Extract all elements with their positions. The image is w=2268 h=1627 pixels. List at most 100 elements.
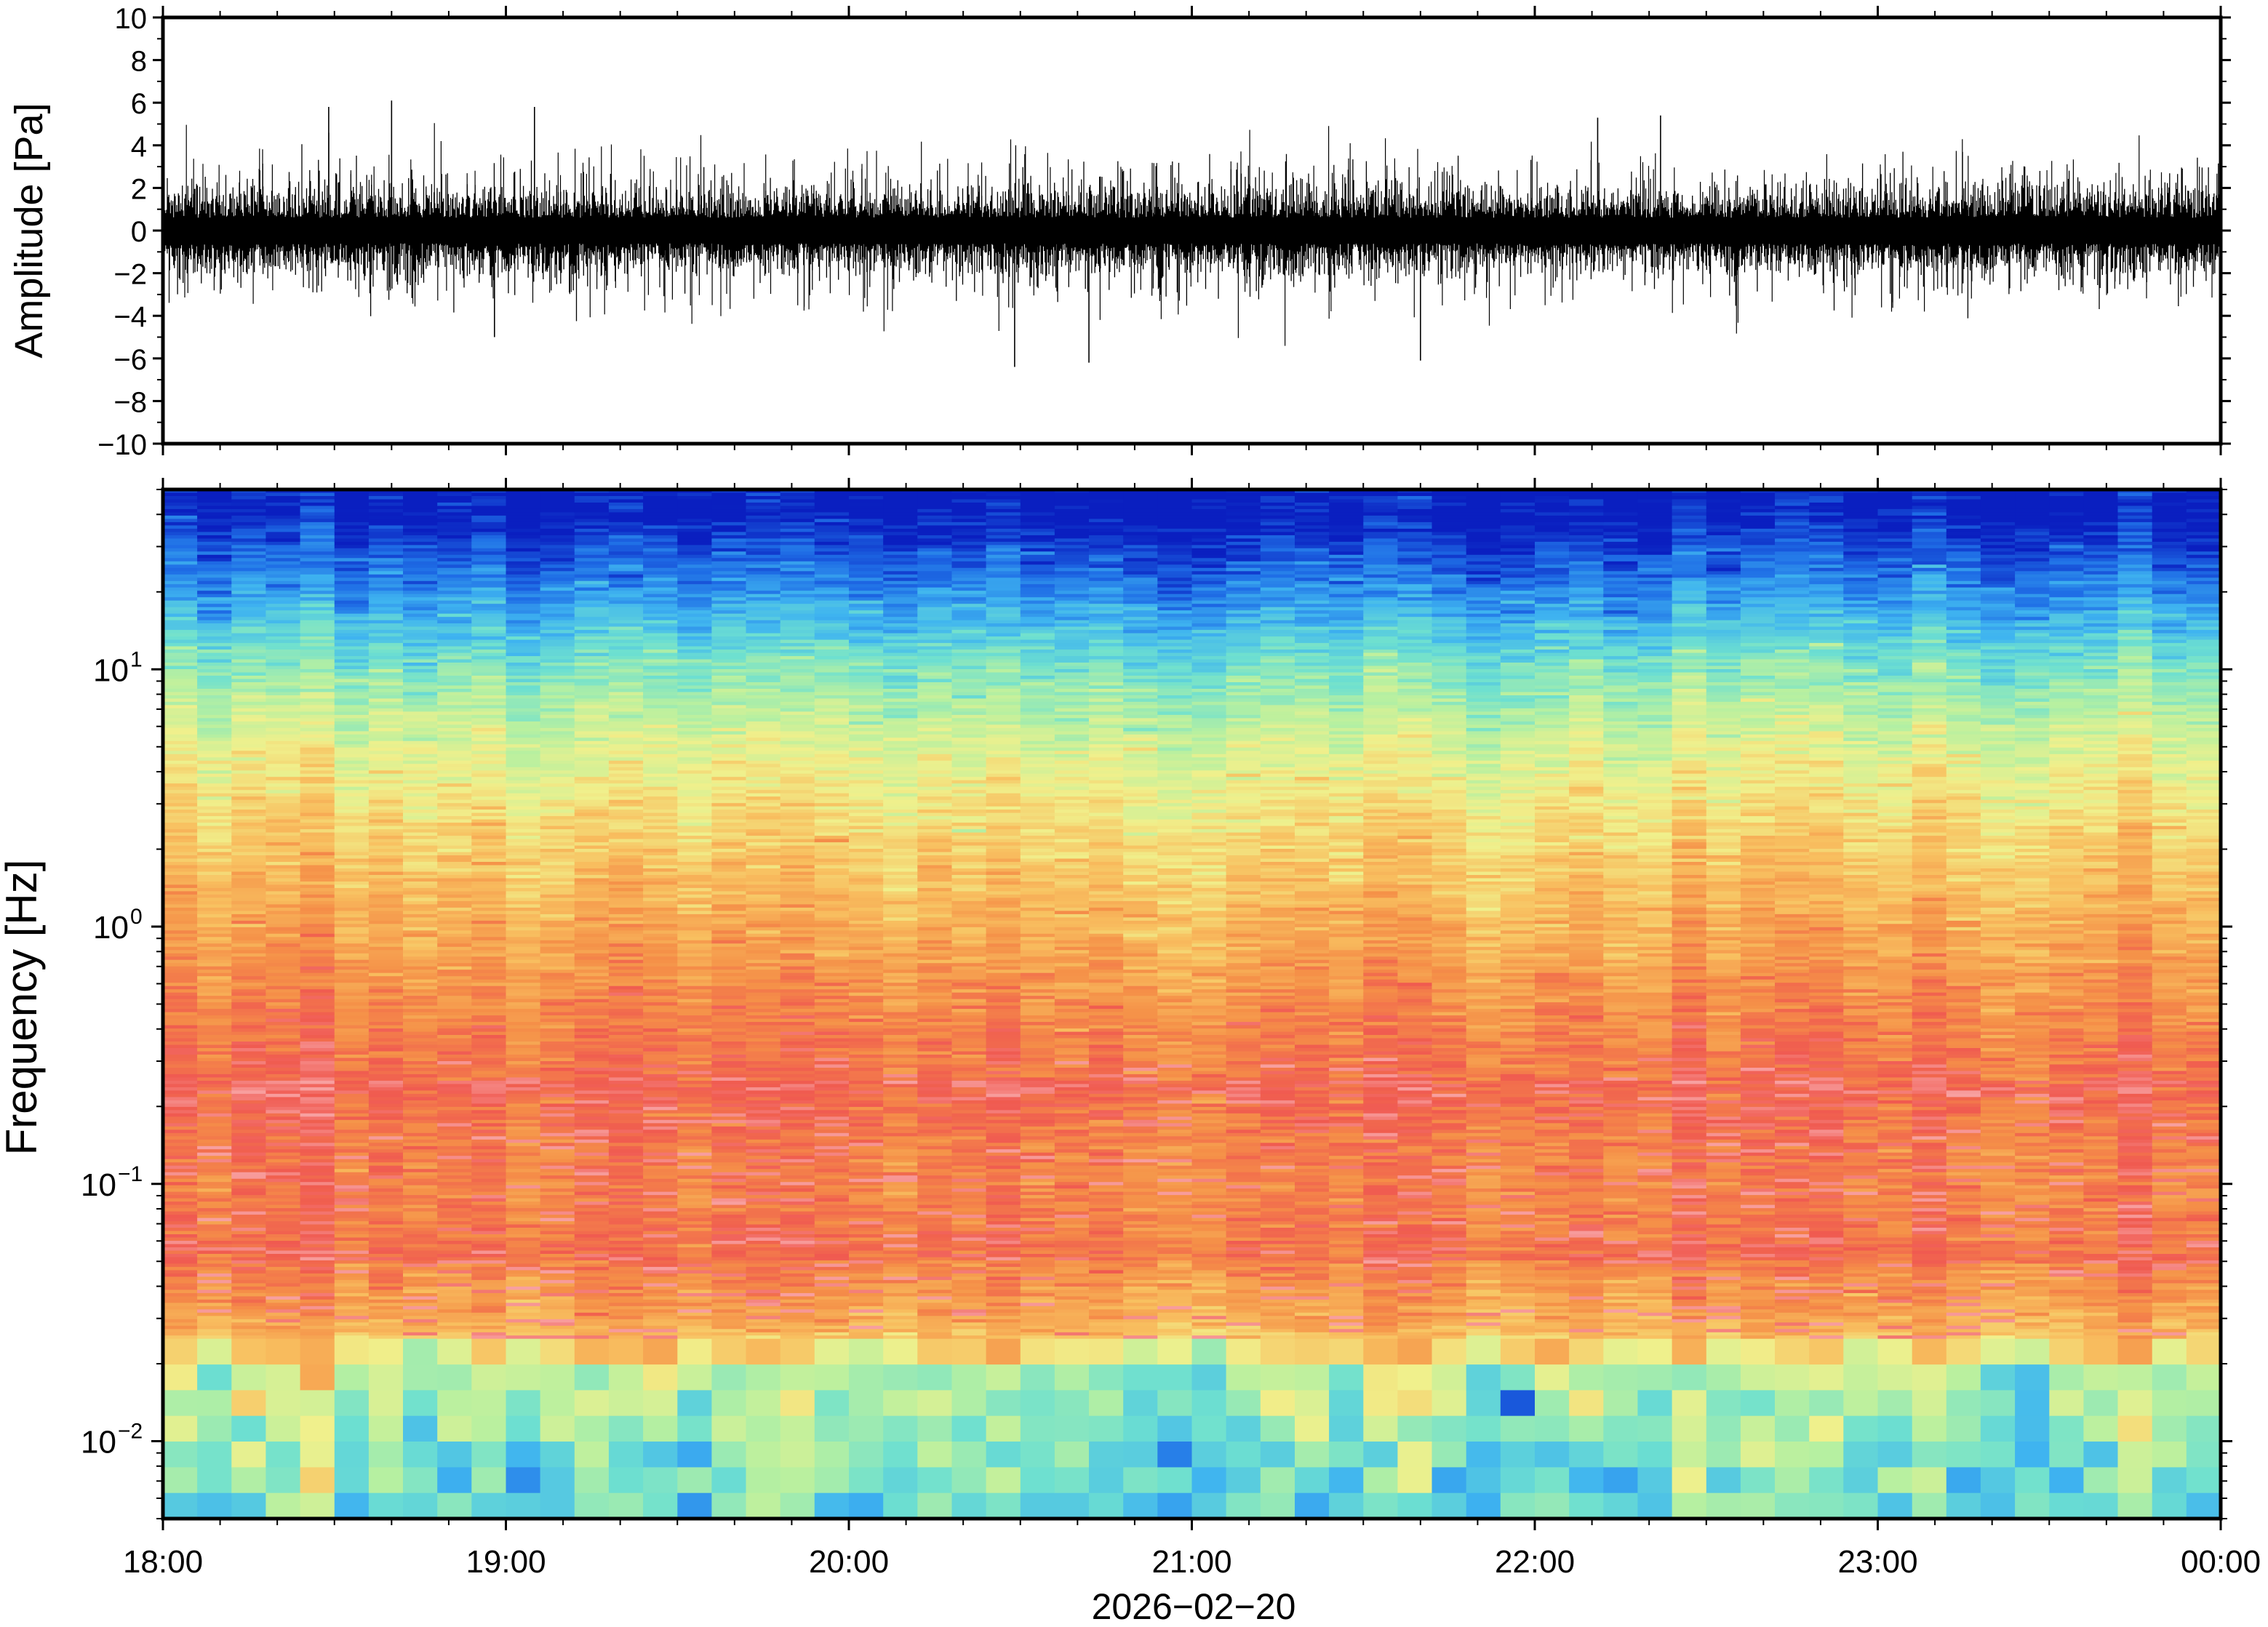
amplitude-tick-label: 10 (115, 3, 148, 35)
spectrogram-cell (643, 1467, 678, 1493)
spectrogram-cell (506, 1364, 541, 1391)
spectrogram-cell (163, 1364, 198, 1391)
spectrogram-cell (471, 1493, 506, 1519)
spectrogram-cell (746, 1442, 781, 1468)
spectrogram-cell (471, 1339, 506, 1365)
spectrogram-cell (575, 1442, 610, 1468)
spectrogram-cell (506, 1442, 541, 1468)
spectrogram-cell (746, 1364, 781, 1391)
spectrogram-cell (471, 1442, 506, 1468)
spectrogram-cell (369, 1416, 404, 1442)
waveform-trace (164, 100, 2221, 367)
spectrogram-cell (403, 1467, 438, 1493)
spectrogram-cell (711, 1390, 746, 1416)
spectrogram-cell (677, 1442, 712, 1468)
spectrogram-cell (471, 1364, 506, 1391)
spectrogram-cell (643, 1390, 678, 1416)
spectrogram-cell (265, 1364, 300, 1391)
spectrogram-cell (231, 1493, 266, 1519)
amplitude-tick-label: −2 (113, 259, 147, 291)
spectrogram-cell (369, 1364, 404, 1391)
spectrogram-cell (746, 1416, 781, 1442)
spectrogram-cell (711, 1364, 746, 1391)
spectrogram-cell (677, 1467, 712, 1493)
spectrogram-cell (300, 1416, 335, 1442)
spectrogram-heatmap (163, 489, 2221, 1519)
spectrogram-cell (403, 1493, 438, 1519)
spectrogram-cell (540, 1467, 575, 1493)
spectrogram-cell (711, 1339, 746, 1365)
spectrogram-cell (609, 1390, 644, 1416)
spectrogram-cell (540, 1416, 575, 1442)
spectrogram-cell (506, 1390, 541, 1416)
amplitude-tick-label: 6 (131, 88, 147, 120)
spectrogram-cell (746, 1390, 781, 1416)
spectrogram-cell (335, 1467, 370, 1493)
spectrogram-cell (677, 1339, 712, 1365)
spectrogram-cell (197, 1442, 232, 1468)
spectrogram-cell (197, 1364, 232, 1391)
spectrogram-cell (197, 1339, 232, 1365)
spectrogram-cell (369, 1390, 404, 1416)
amplitude-tick-label: −6 (113, 344, 147, 376)
spectrogram-cell (437, 1493, 472, 1519)
spectrogram-cell (437, 1390, 472, 1416)
spectrogram-cell (575, 1364, 610, 1391)
spectrogram-cell (711, 1442, 746, 1468)
spectrogram-cell (265, 1493, 300, 1519)
spectrogram-cell (711, 1467, 746, 1493)
spectrogram-cell (746, 1467, 781, 1493)
amplitude-tick-label: 4 (131, 131, 147, 163)
spectrogram-cell (163, 1416, 198, 1442)
spectrogram-cell (265, 1390, 300, 1416)
spectrogram-cell (609, 1442, 644, 1468)
spectrogram-cell (506, 1493, 541, 1519)
spectrogram-cell (609, 1467, 644, 1493)
amplitude-tick-label: 8 (131, 46, 147, 78)
spectrogram-cell (643, 1442, 678, 1468)
spectrogram-cell (231, 1467, 266, 1493)
spectrogram-cell (643, 1493, 678, 1519)
spectrogram-cell (506, 1339, 541, 1365)
spectrogram-cell (609, 1364, 644, 1391)
spectrogram-cell (335, 1390, 370, 1416)
spectrogram-cell (231, 1339, 266, 1365)
spectrogram-cell (163, 1442, 198, 1468)
spectrogram-cell (575, 1339, 610, 1365)
spectrogram-cell (300, 1442, 335, 1468)
spectrogram-cell (369, 1339, 404, 1365)
spectrogram-cell (335, 1339, 370, 1365)
spectrogram-cell (369, 1493, 404, 1519)
spectrogram-cell (231, 1364, 266, 1391)
amplitude-tick-label: −8 (113, 386, 147, 418)
spectrogram-cell (300, 1390, 335, 1416)
spectrogram-cell (575, 1467, 610, 1493)
spectrogram-cell (677, 1416, 712, 1442)
spectrogram-cell (711, 1416, 746, 1442)
spectrogram-cell (643, 1416, 678, 1442)
amplitude-axis-label: Amplitude [Pa] (7, 103, 51, 358)
amplitude-tick-label: −4 (113, 301, 147, 333)
spectrogram-cell (369, 1442, 404, 1468)
spectrogram-cell (437, 1416, 472, 1442)
spectrogram-cell (540, 1442, 575, 1468)
spectrogram-cell (540, 1339, 575, 1365)
spectrogram-cell (540, 1493, 575, 1519)
spectrogram-cell (643, 1339, 678, 1365)
spectrogram-cell (677, 1390, 712, 1416)
spectrogram-cell (265, 1416, 300, 1442)
spectrogram-cell (265, 1339, 300, 1365)
spectrogram-cell (403, 1442, 438, 1468)
spectrogram-cell (677, 1493, 712, 1519)
spectrogram-cell (711, 1493, 746, 1519)
spectrogram-cell (163, 1339, 198, 1365)
spectrogram-cell (471, 1416, 506, 1442)
spectrogram-cell (609, 1339, 644, 1365)
amplitude-tick-label: 2 (131, 173, 147, 205)
spectrogram-cell (471, 1467, 506, 1493)
spectrogram-cell (437, 1364, 472, 1391)
